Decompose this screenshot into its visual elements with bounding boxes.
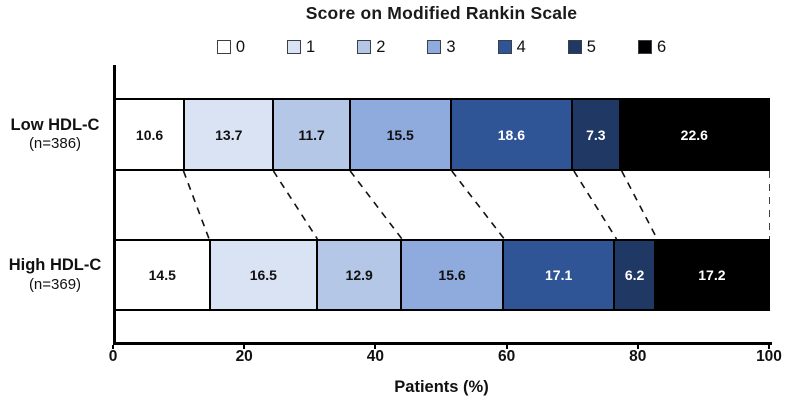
legend-label-5: 5 (586, 37, 596, 56)
legend-item-6: 6 (637, 37, 667, 57)
segment-score-3: 15.5 (350, 100, 452, 169)
legend-swatch-5 (567, 40, 582, 54)
row-label-low-hdl-name: Low HDL-C (10, 115, 100, 134)
x-tick-label-40: 40 (366, 348, 385, 365)
segment-value: 6.2 (624, 267, 645, 283)
segment-value: 22.6 (680, 126, 708, 143)
x-tick-100 (768, 345, 770, 349)
segment-value: 15.5 (386, 126, 414, 143)
connector-line (451, 171, 505, 239)
x-tick-60 (505, 345, 508, 349)
segment-value: 18.6 (497, 126, 525, 143)
legend-label-6: 6 (656, 37, 667, 56)
legend-label-0: 0 (235, 37, 246, 56)
x-tick-label-0: 0 (108, 348, 118, 365)
legend-label-3: 3 (446, 37, 456, 56)
legend-item-2: 2 (357, 38, 385, 57)
legend-label-2: 2 (376, 37, 386, 56)
legend-item-4: 4 (497, 37, 526, 57)
segment-score-4: 17.1 (503, 241, 616, 309)
segment-score-2: 11.7 (274, 100, 351, 169)
legend-item-1: 1 (287, 38, 315, 57)
connector-line (182, 171, 210, 239)
legend-swatch-4 (497, 40, 512, 54)
segment-value: 17.1 (545, 267, 573, 283)
segment-score-3: 15.6 (402, 241, 504, 309)
legend-swatch-6 (637, 40, 652, 54)
bar-low-hdl: 10.6 13.7 11.7 15.5 18.6 7.3 22.6 (114, 98, 770, 171)
x-tick-label-80: 80 (629, 348, 647, 365)
connector-line (573, 171, 618, 239)
connector-line (349, 171, 403, 239)
legend-swatch-3 (427, 40, 442, 54)
segment-score-1: 16.5 (210, 241, 319, 309)
x-tick-label-100: 100 (756, 348, 782, 365)
segment-score-6: 17.2 (655, 241, 768, 309)
x-tick-40 (374, 345, 377, 349)
x-tick-20 (243, 345, 246, 349)
segment-value: 16.5 (249, 267, 277, 283)
legend-item-5: 5 (567, 37, 596, 57)
segment-score-0: 14.5 (116, 241, 211, 309)
segment-score-1: 13.7 (185, 100, 275, 169)
chart-title: Score on Modified Rankin Scale (305, 3, 578, 23)
legend-item-0: 0 (216, 37, 246, 57)
segment-score-5: 7.3 (573, 100, 621, 169)
y-axis-line (113, 65, 116, 345)
bar-high-hdl: 14.5 16.5 12.9 15.6 17.1 6.2 17.2 (114, 239, 770, 311)
row-label-high-hdl: High HDL-C (n=369) (0, 239, 110, 311)
row-label-low-hdl: Low HDL-C (n=386) (0, 98, 110, 171)
x-tick-label-20: 20 (235, 348, 253, 365)
legend: 0 1 2 3 4 5 6 (113, 36, 770, 58)
connector-line (620, 171, 658, 239)
x-axis-label: Patients (%) (394, 378, 489, 396)
segment-value: 15.6 (438, 267, 466, 283)
legend-swatch-0 (216, 40, 231, 54)
connector-lines (182, 171, 770, 239)
legend-swatch-2 (357, 40, 372, 54)
segment-value: 11.7 (298, 126, 325, 143)
segment-score-6: 22.6 (620, 100, 768, 169)
segment-value: 14.5 (148, 267, 176, 283)
row-label-low-hdl-n: (n=386) (28, 135, 82, 153)
segment-score-0: 10.6 (116, 100, 186, 169)
legend-swatch-1 (287, 40, 302, 54)
x-tick-80 (636, 345, 639, 349)
segment-value: 10.6 (135, 126, 164, 143)
segment-value: 13.7 (215, 126, 243, 143)
segment-value: 12.9 (345, 267, 373, 283)
legend-label-1: 1 (306, 37, 316, 56)
segment-value: 7.3 (586, 126, 606, 143)
row-label-high-hdl-n: (n=369) (28, 275, 82, 293)
segment-score-2: 12.9 (318, 241, 403, 309)
segment-score-4: 18.6 (451, 100, 574, 169)
row-label-high-hdl-name: High HDL-C (8, 256, 102, 275)
x-tick-0 (112, 345, 114, 349)
segment-value: 17.2 (698, 267, 726, 283)
x-axis-line (113, 342, 772, 345)
connector-line (272, 171, 319, 239)
x-tick-label-60: 60 (497, 348, 516, 365)
segment-score-5: 6.2 (615, 241, 656, 309)
legend-item-3: 3 (427, 37, 456, 57)
legend-label-4: 4 (516, 37, 526, 56)
